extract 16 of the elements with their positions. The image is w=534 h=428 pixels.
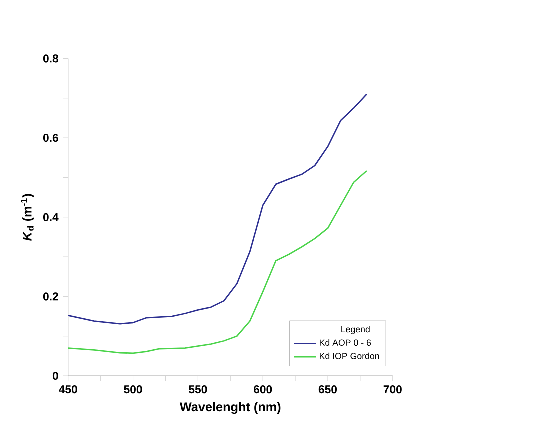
- x-tick-label: 550: [189, 385, 208, 394]
- x-tick-label: 650: [318, 385, 338, 394]
- x-tick-label: 600: [254, 385, 272, 394]
- y-tick-label: 0.2: [43, 292, 58, 301]
- legend-title: Legend: [342, 326, 370, 334]
- y-tick-label: 0.8: [43, 54, 59, 63]
- y-tick-label: 0: [52, 372, 58, 380]
- y-axis-title: K$_{d}$ (m$^{-1}$): [21, 194, 34, 241]
- x-tick-label: 700: [384, 385, 402, 394]
- x-axis-title: Wavelenght (nm): [180, 402, 281, 414]
- x-tick-label: 500: [124, 385, 142, 394]
- y-tick-label: 0.6: [43, 134, 58, 142]
- legend-label: Kd IOP Gordon: [320, 352, 380, 360]
- legend-label: Kd AOP 0 - 6: [320, 339, 372, 346]
- x-tick-label: 450: [59, 385, 78, 394]
- y-tick-label: 0.4: [43, 213, 59, 222]
